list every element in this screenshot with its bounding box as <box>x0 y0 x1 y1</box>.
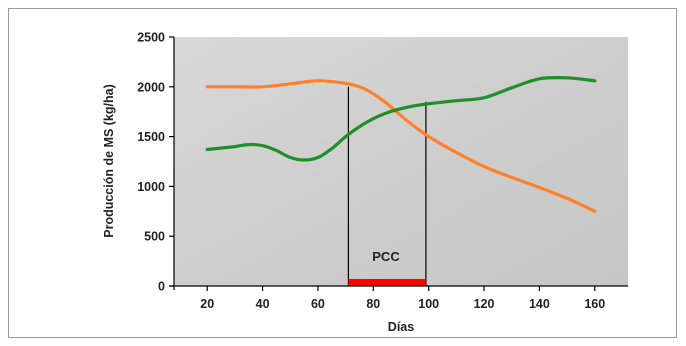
x-tick-label: 40 <box>256 297 270 311</box>
y-tick-label: 2500 <box>137 31 165 45</box>
chart-frame: 0 500 1000 1500 2000 2500 20 40 60 80 100 120 140 160… <box>8 8 677 338</box>
x-tick-label: 20 <box>200 297 214 311</box>
y-axis-title: Producción de MS (kg/ha) <box>102 84 116 238</box>
x-tick-label: 100 <box>418 297 439 311</box>
y-tick-label: 0 <box>158 280 165 294</box>
y-tick-label: 1000 <box>137 180 165 194</box>
pcc-band <box>348 279 426 286</box>
x-tick-label: 60 <box>311 297 325 311</box>
x-tick-label: 140 <box>529 297 550 311</box>
x-tick-label: 80 <box>366 297 380 311</box>
line-chart: 0 500 1000 1500 2000 2500 20 40 60 80 100 120 140 160… <box>102 31 628 334</box>
pcc-label: PCC <box>372 249 400 264</box>
y-tick-label: 2000 <box>137 80 165 94</box>
series-line-2 <box>205 75 597 162</box>
y-tick-label: 500 <box>144 230 165 244</box>
y-tick-label: 1500 <box>137 130 165 144</box>
x-tick-label: 160 <box>584 297 605 311</box>
plot-area <box>174 37 628 286</box>
x-tick-label: 120 <box>474 297 495 311</box>
x-axis-title: Días <box>388 320 414 334</box>
